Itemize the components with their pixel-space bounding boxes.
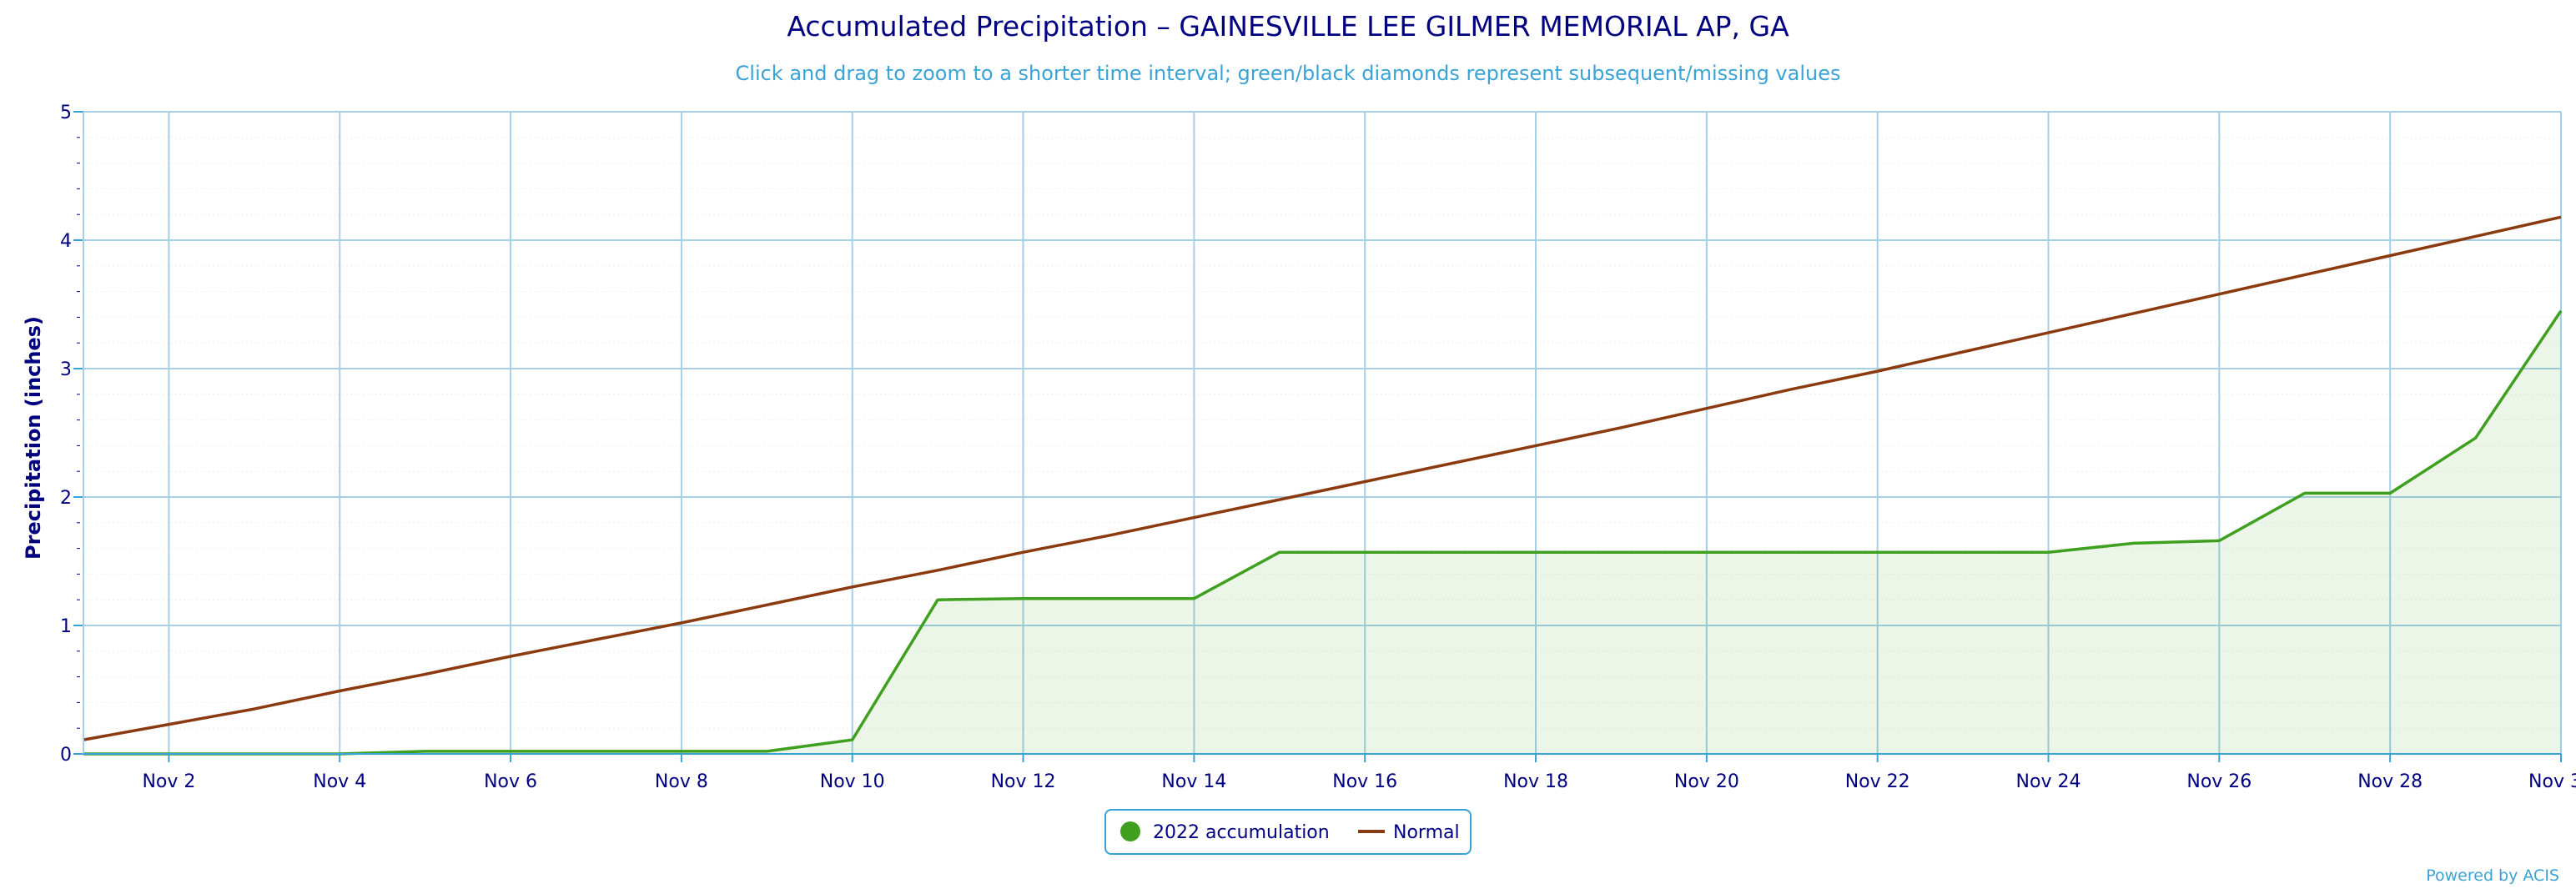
legend[interactable]: 2022 accumulation Normal xyxy=(1104,809,1472,855)
x-tick-label: Nov 12 xyxy=(991,771,1056,792)
point-normal[interactable] xyxy=(2214,289,2224,299)
chart-title: Accumulated Precipitation – GAINESVILLE … xyxy=(787,10,1789,43)
x-tick-label: Nov 30 xyxy=(2528,771,2576,792)
point-normal[interactable] xyxy=(1446,459,1456,469)
point-normal[interactable] xyxy=(848,582,858,592)
legend-marker-2022-accumulation xyxy=(1120,821,1140,841)
x-tick-label: Nov 14 xyxy=(1161,771,1226,792)
y-tick-label: 0 xyxy=(60,745,72,766)
y-tick-label: 3 xyxy=(60,359,72,380)
point-2022-accumulation[interactable] xyxy=(762,746,772,756)
point-normal[interactable] xyxy=(591,635,601,645)
point-2022-accumulation[interactable] xyxy=(1189,594,1199,604)
point-2022-accumulation[interactable] xyxy=(420,746,430,756)
point-2022-accumulation[interactable] xyxy=(2129,538,2139,548)
point-normal[interactable] xyxy=(677,618,687,628)
point-2022-accumulation[interactable] xyxy=(1958,547,1968,557)
point-2022-accumulation[interactable] xyxy=(1873,547,1883,557)
point-normal[interactable] xyxy=(2044,328,2054,338)
point-normal[interactable] xyxy=(2556,212,2566,222)
legend-box xyxy=(1104,809,1472,855)
y-tick-label: 4 xyxy=(60,231,72,252)
y-tick-label: 1 xyxy=(60,616,72,637)
x-axis: Nov 2 Nov 4 Nov 6 Nov 8 Nov 10 Nov 12 Nov 14 No… xyxy=(83,753,2576,792)
credit-link[interactable]: Powered by ACIS xyxy=(2426,866,2559,885)
point-2022-accumulation[interactable] xyxy=(1360,547,1370,557)
point-normal[interactable] xyxy=(1787,384,1797,394)
series-area xyxy=(83,310,2561,754)
point-normal[interactable] xyxy=(1019,547,1029,557)
point-normal[interactable] xyxy=(1360,477,1370,487)
line-normal[interactable] xyxy=(83,215,2562,741)
point-2022-accumulation[interactable] xyxy=(1104,594,1114,604)
point-2022-accumulation[interactable] xyxy=(1019,594,1029,604)
point-normal[interactable] xyxy=(1702,404,1712,414)
point-normal[interactable] xyxy=(1958,347,1968,357)
point-2022-accumulation[interactable] xyxy=(2385,488,2395,498)
x-tick-label: Nov 10 xyxy=(820,771,885,792)
chart-subtitle: Click and drag to zoom to a shorter time… xyxy=(736,62,1841,85)
legend-item-2022-accumulation[interactable]: 2022 accumulation xyxy=(1120,821,1330,843)
y-axis-label: Precipitation (inches) xyxy=(22,316,45,560)
point-2022-accumulation[interactable] xyxy=(933,595,943,605)
x-tick-label: Nov 6 xyxy=(484,771,537,792)
x-tick-label: Nov 2 xyxy=(142,771,195,792)
y-tick-label: 5 xyxy=(60,103,72,123)
x-tick-label: Nov 4 xyxy=(313,771,366,792)
point-2022-accumulation[interactable] xyxy=(2471,433,2481,443)
point-normal[interactable] xyxy=(2471,231,2481,241)
point-normal[interactable] xyxy=(1873,366,1883,376)
point-2022-accumulation[interactable] xyxy=(591,746,601,756)
x-tick-label: Nov 28 xyxy=(2357,771,2423,792)
area-2022-accumulation xyxy=(83,310,2561,754)
point-2022-accumulation[interactable] xyxy=(1616,547,1626,557)
x-tick-label: Nov 22 xyxy=(1845,771,1910,792)
point-normal[interactable] xyxy=(164,720,174,730)
series-lines[interactable] xyxy=(78,212,2566,759)
x-tick-label: Nov 24 xyxy=(2016,771,2081,792)
point-normal[interactable] xyxy=(2129,309,2139,319)
legend-label-2022-accumulation: 2022 accumulation xyxy=(1153,822,1330,843)
point-2022-accumulation[interactable] xyxy=(1787,547,1797,557)
point-normal[interactable] xyxy=(933,565,943,575)
legend-label-normal: Normal xyxy=(1393,822,1460,843)
point-normal[interactable] xyxy=(506,651,516,661)
point-2022-accumulation[interactable] xyxy=(2214,535,2224,545)
point-normal[interactable] xyxy=(249,704,259,714)
point-normal[interactable] xyxy=(762,600,772,610)
point-normal[interactable] xyxy=(2385,251,2395,261)
x-tick-label: Nov 8 xyxy=(655,771,708,792)
x-tick-label: Nov 18 xyxy=(1503,771,1568,792)
point-normal[interactable] xyxy=(1275,495,1285,505)
point-2022-accumulation[interactable] xyxy=(1275,547,1285,557)
line-2022-accumulation[interactable] xyxy=(83,309,2563,756)
grid xyxy=(83,111,2562,755)
y-axis: 0 1 2 3 4 5 xyxy=(60,103,84,766)
point-normal[interactable] xyxy=(1531,440,1541,450)
point-2022-accumulation[interactable] xyxy=(1702,547,1712,557)
point-normal[interactable] xyxy=(1616,423,1626,433)
point-2022-accumulation[interactable] xyxy=(1446,547,1456,557)
point-normal[interactable] xyxy=(2300,270,2310,280)
point-2022-accumulation[interactable] xyxy=(1531,547,1541,557)
point-2022-accumulation[interactable] xyxy=(2044,547,2054,557)
point-normal[interactable] xyxy=(1104,530,1114,540)
point-normal[interactable] xyxy=(335,686,345,696)
point-2022-accumulation[interactable] xyxy=(848,735,858,745)
point-2022-accumulation[interactable] xyxy=(2300,488,2310,498)
x-tick-label: Nov 26 xyxy=(2186,771,2251,792)
point-2022-accumulation[interactable] xyxy=(2556,306,2566,316)
point-normal[interactable] xyxy=(420,670,430,680)
x-tick-label: Nov 20 xyxy=(1674,771,1739,792)
point-normal[interactable] xyxy=(1189,513,1199,523)
y-tick-label: 2 xyxy=(60,488,72,509)
legend-item-normal[interactable]: Normal xyxy=(1358,822,1460,843)
x-tick-label: Nov 16 xyxy=(1332,771,1397,792)
